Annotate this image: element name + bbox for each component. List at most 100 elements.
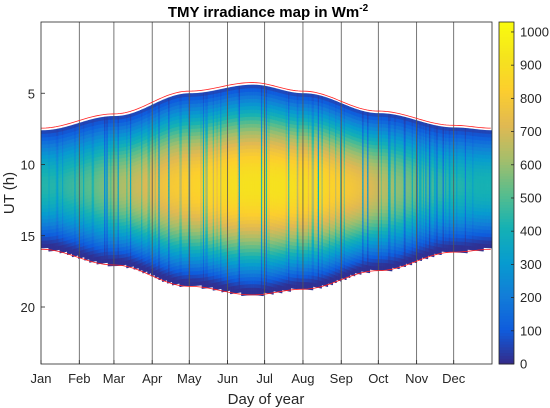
heatmap-cell (142, 187, 144, 192)
heatmap-cell (78, 244, 80, 249)
heatmap-cell (132, 176, 135, 181)
heatmap-cell (48, 154, 51, 159)
heatmap-cell (116, 208, 119, 213)
heatmap-cell (146, 196, 148, 201)
heatmap-cell (65, 226, 68, 231)
heatmap-cell (157, 226, 159, 231)
heatmap-cell (81, 128, 84, 133)
heatmap-cell (105, 194, 107, 199)
heatmap-cell (99, 231, 101, 236)
heatmap-cell (131, 113, 133, 118)
heatmap-cell (139, 248, 142, 253)
heatmap-cell (115, 165, 117, 170)
heatmap-cell (129, 238, 132, 243)
heatmap-cell (111, 240, 114, 245)
heatmap-cell (45, 219, 48, 224)
heatmap-cell (107, 251, 110, 256)
heatmap-cell (91, 129, 94, 134)
heatmap-cell (65, 126, 68, 131)
heatmap-cell (143, 133, 146, 138)
heatmap-cell (111, 258, 114, 263)
heatmap-cell (116, 144, 119, 149)
heatmap-cell (68, 140, 70, 145)
heatmap-cell (134, 208, 137, 213)
heatmap-cell (129, 209, 132, 214)
heatmap-cell (142, 162, 144, 167)
heatmap-cell (113, 130, 116, 135)
heatmap-cell (146, 160, 148, 165)
heatmap-cell (81, 121, 84, 126)
heatmap-cell (112, 148, 115, 153)
heatmap-cell (154, 224, 157, 229)
heatmap-cell (95, 232, 98, 237)
heatmap-cell (71, 196, 74, 201)
heatmap-cell (66, 136, 69, 141)
heatmap-cell (113, 194, 116, 199)
heatmap-cell (86, 184, 89, 189)
heatmap-cell (116, 172, 119, 177)
heatmap-cell (45, 144, 48, 149)
heatmap-cell (101, 223, 104, 228)
heatmap-cell (157, 262, 159, 267)
heatmap-cell (75, 194, 78, 199)
heatmap-cell (146, 110, 148, 115)
heatmap-cell (100, 249, 102, 254)
heatmap-cell (142, 215, 144, 220)
heatmap-cell (79, 247, 81, 252)
heatmap-cell (105, 137, 107, 142)
heatmap-cell (113, 144, 116, 149)
heatmap-cell (122, 122, 125, 127)
heatmap-cell (75, 216, 78, 221)
heatmap-cell (53, 243, 55, 248)
heatmap-cell (66, 211, 69, 216)
heatmap-cell (132, 123, 135, 128)
heatmap-cell (146, 224, 148, 229)
heatmap-cell (99, 178, 101, 182)
heatmap-cell (54, 136, 57, 141)
heatmap-cell (91, 243, 94, 248)
heatmap-cell (110, 258, 112, 263)
heatmap-cell (73, 185, 75, 190)
heatmap-cell (110, 190, 112, 195)
heatmap-cell (54, 150, 57, 155)
heatmap-cell (146, 203, 148, 208)
heatmap-cell (80, 182, 83, 187)
heatmap-cell (64, 212, 67, 217)
heatmap-cell (68, 222, 70, 227)
heatmap-cell (120, 126, 122, 131)
heatmap-cell (69, 203, 72, 208)
heatmap-cell (131, 134, 133, 139)
heatmap-cell (90, 197, 93, 202)
heatmap-cell (136, 186, 138, 191)
heatmap-cell (41, 197, 43, 202)
heatmap-cell (50, 229, 53, 234)
heatmap-cell (90, 179, 93, 184)
heatmap-cell (115, 194, 117, 199)
heatmap-cell (136, 154, 138, 159)
heatmap-cell (138, 267, 141, 272)
heatmap-cell (106, 255, 109, 260)
heatmap-cell (134, 265, 137, 270)
heatmap-cell (143, 218, 146, 223)
heatmap-cell (42, 176, 44, 181)
heatmap-cell (133, 240, 136, 245)
heatmap-cell (71, 235, 74, 240)
heatmap-cell (126, 257, 128, 262)
heatmap-cell (118, 169, 121, 174)
heatmap-cell (153, 253, 156, 258)
heatmap-cell (128, 227, 131, 232)
heatmap-cell (55, 217, 58, 222)
heatmap-cell (158, 137, 161, 142)
heatmap-cell (136, 189, 138, 194)
heatmap-cell (87, 255, 90, 260)
heatmap-cell (84, 149, 86, 154)
heatmap-cell (138, 117, 141, 122)
heatmap-cell (132, 184, 135, 189)
heatmap-cell (138, 110, 141, 115)
heatmap-cell (68, 197, 70, 202)
heatmap-cell (105, 255, 107, 260)
heatmap-cell (149, 141, 152, 146)
heatmap-cell (74, 127, 76, 132)
heatmap-cell (128, 135, 131, 140)
heatmap-cell (101, 120, 104, 125)
